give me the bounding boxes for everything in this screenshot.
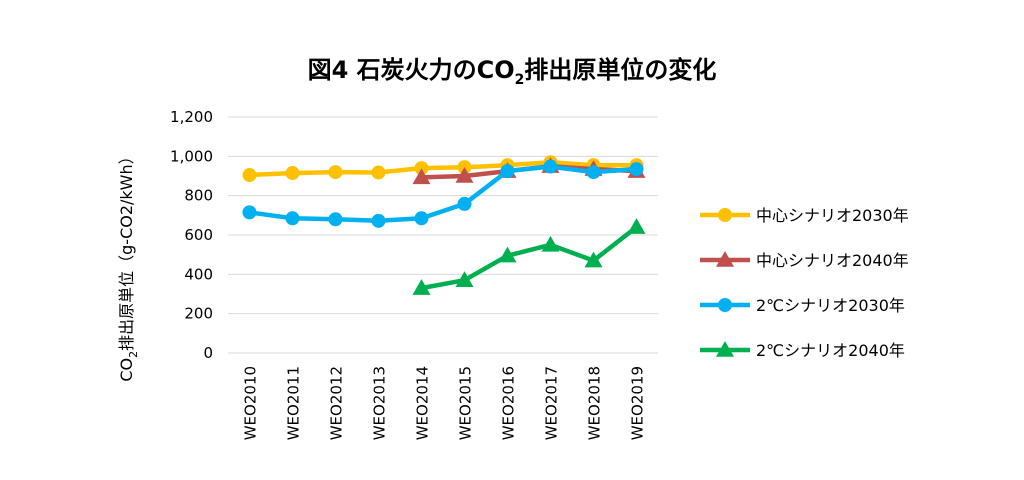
legend-label-1: 中心シナリオ2030年 — [756, 206, 909, 225]
series-3-point-weo2018 — [586, 165, 601, 180]
series-1-point-weo2013 — [371, 165, 386, 180]
y-tick-label-600: 600 — [184, 226, 213, 244]
y-axis-label-subscript: 2 — [127, 351, 140, 358]
series-3-point-weo2011 — [285, 211, 300, 226]
x-tick-label-weo2018: WEO2018 — [586, 366, 604, 440]
x-tick-label-weo2010: WEO2010 — [242, 366, 260, 440]
legend-marker-1 — [718, 208, 732, 222]
chart-title-suffix: 排出原単位の変化 — [524, 56, 716, 84]
legend-marker-2 — [716, 251, 734, 267]
legend-label-4: 2℃シナリオ2040年 — [756, 341, 905, 360]
series — [242, 155, 646, 295]
x-tick-label-weo2015: WEO2015 — [457, 366, 475, 440]
series-4-point-weo2018 — [584, 251, 603, 268]
series-2-point-weo2014 — [412, 168, 431, 185]
legend-item-3: 2℃シナリオ2030年 — [700, 296, 905, 315]
legend-marker-3 — [718, 298, 732, 312]
series-1-point-weo2014 — [414, 161, 429, 176]
legend-label-2: 中心シナリオ2040年 — [756, 251, 909, 270]
legend-label-3: 2℃シナリオ2030年 — [756, 296, 905, 315]
y-tick-label-0: 0 — [203, 344, 213, 362]
x-tick-label-weo2017: WEO2017 — [543, 366, 561, 440]
series-1-point-weo2010 — [242, 168, 257, 183]
x-tick-label-weo2013: WEO2013 — [371, 366, 389, 440]
series-1-point-weo2011 — [285, 166, 300, 181]
x-tick-label-weo2012: WEO2012 — [328, 366, 346, 440]
series-1-point-weo2012 — [328, 165, 343, 180]
y-tick-label-1000: 1,000 — [170, 147, 213, 165]
series-3-point-weo2016 — [500, 164, 515, 179]
y-axis-label-prefix: CO — [117, 358, 136, 382]
series-4-point-weo2015 — [455, 271, 474, 287]
y-axis-label: CO2排出原単位（g-CO2/kWh） — [117, 148, 140, 381]
series-2-point-weo2015 — [455, 167, 474, 183]
series-4-point-weo2016 — [498, 246, 517, 263]
y-tick-label-200: 200 — [184, 305, 213, 323]
series-3 — [242, 159, 644, 228]
legend-item-4: 2℃シナリオ2040年 — [700, 341, 905, 360]
series-4 — [412, 218, 646, 295]
x-tick-label-weo2014: WEO2014 — [414, 366, 432, 440]
chart-title-prefix: 図4 石炭火力のCO — [308, 56, 515, 84]
chart-title-subscript: 2 — [515, 72, 525, 88]
x-axis-ticks: WEO2010 WEO2011 WEO2012 WEO2013 WEO2014 WEO20… — [242, 366, 647, 440]
y-tick-label-800: 800 — [184, 187, 213, 205]
y-tick-label-400: 400 — [184, 265, 213, 283]
series-4-point-weo2019 — [627, 218, 646, 234]
y-axis-ticks: 0 200 400 600 800 1,000 1,200 — [170, 108, 213, 362]
series-3-point-weo2012 — [328, 212, 343, 227]
series-4-point-weo2014 — [412, 279, 431, 295]
legend-marker-4 — [716, 341, 734, 357]
series-1-line — [249, 159, 637, 178]
series-3-point-weo2015 — [457, 196, 472, 211]
x-tick-label-weo2019: WEO2019 — [629, 366, 647, 440]
series-3-point-weo2013 — [371, 213, 386, 228]
chart-title: 図4 石炭火力のCO2排出原単位の変化 — [308, 56, 717, 88]
y-tick-label-1200: 1,200 — [170, 108, 213, 126]
series-4-line — [421, 225, 638, 291]
legend-item-1: 中心シナリオ2030年 — [700, 206, 909, 225]
series-3-line — [249, 164, 637, 224]
series-3-point-weo2014 — [414, 211, 429, 226]
grid — [228, 116, 658, 354]
x-tick-label-weo2011: WEO2011 — [285, 366, 303, 440]
y-axis-label-suffix: 排出原単位（g-CO2/kWh） — [117, 148, 136, 351]
series-3-point-weo2017 — [543, 159, 558, 174]
series-4-point-weo2017 — [541, 235, 560, 252]
x-tick-label-weo2016: WEO2016 — [500, 366, 518, 440]
series-3-point-weo2019 — [629, 162, 644, 177]
series-3-point-weo2010 — [242, 205, 257, 220]
legend-item-2: 中心シナリオ2040年 — [700, 251, 909, 270]
